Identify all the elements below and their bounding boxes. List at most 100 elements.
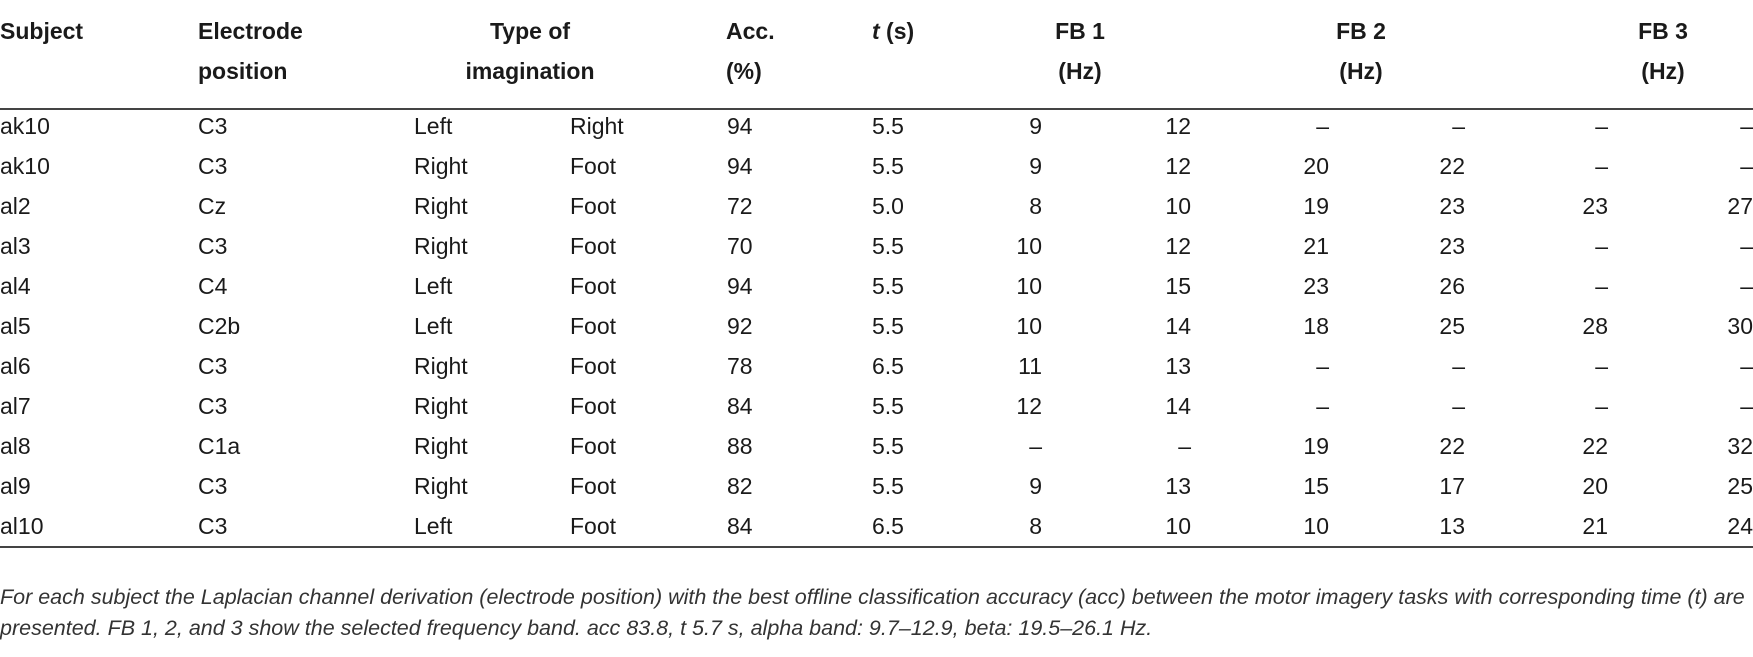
cell-acc: 94 (727, 113, 753, 139)
cell-fb3-hi: – (1740, 113, 1753, 139)
cell-fb3-lo: – (1595, 113, 1608, 139)
cell-fb2-hi: – (1452, 353, 1465, 379)
cell-fb1-hi: 10 (1165, 193, 1191, 219)
cell-fb2-hi: – (1452, 393, 1465, 419)
cell-type1: Right (414, 473, 468, 499)
cell-fb1-lo: 10 (1016, 273, 1042, 299)
cell-type2: Foot (570, 193, 617, 219)
cell-fb3-lo: 22 (1582, 433, 1608, 459)
cell-type1: Right (414, 233, 468, 259)
cell-fb1-lo: 9 (1029, 153, 1042, 179)
cell-fb2-hi: – (1452, 113, 1465, 139)
header-divider (0, 108, 1753, 110)
cell-fb1-lo: 9 (1029, 473, 1042, 499)
cell-acc: 84 (727, 393, 753, 419)
cell-acc: 72 (727, 193, 753, 219)
cell-fb3-hi: 24 (1727, 513, 1753, 539)
cell-electrode: C1a (198, 433, 241, 459)
cell-type2: Foot (570, 313, 617, 339)
header-fb2-line2: (Hz) (1339, 58, 1383, 84)
header-fb3-line1: FB 3 (1638, 18, 1688, 44)
cell-t: 5.5 (872, 233, 904, 259)
cell-fb3-lo: 28 (1582, 313, 1608, 339)
cell-type2: Foot (570, 273, 617, 299)
cell-fb2-lo: – (1316, 353, 1329, 379)
cell-t: 5.5 (872, 433, 904, 459)
header-acc-line1: Acc. (726, 18, 775, 44)
cell-fb3-hi: – (1740, 353, 1753, 379)
cell-type2: Foot (570, 153, 617, 179)
header-fb2-line1: FB 2 (1336, 18, 1386, 44)
cell-fb3-hi: 30 (1727, 313, 1753, 339)
cell-fb2-hi: 26 (1439, 273, 1465, 299)
cell-fb1-hi: 12 (1165, 153, 1191, 179)
cell-fb2-lo: 21 (1303, 233, 1329, 259)
cell-subject: al4 (0, 273, 31, 299)
cell-type2: Foot (570, 473, 617, 499)
cell-type2: Foot (570, 433, 617, 459)
cell-electrode: C3 (198, 393, 228, 419)
cell-t: 5.5 (872, 153, 904, 179)
cell-t: 6.5 (872, 353, 904, 379)
header-fb1-line1: FB 1 (1055, 18, 1105, 44)
cell-type1: Right (414, 193, 468, 219)
cell-t: 5.5 (872, 393, 904, 419)
cell-acc: 78 (727, 353, 753, 379)
cell-electrode: C3 (198, 353, 228, 379)
cell-electrode: C3 (198, 473, 228, 499)
cell-acc: 70 (727, 233, 753, 259)
cell-type2: Right (570, 113, 624, 139)
cell-acc: 84 (727, 513, 753, 539)
cell-fb3-hi: 27 (1727, 193, 1753, 219)
cell-fb1-hi: 12 (1165, 113, 1191, 139)
cell-subject: al10 (0, 513, 44, 539)
cell-fb2-hi: 25 (1439, 313, 1465, 339)
cell-subject: al7 (0, 393, 31, 419)
cell-acc: 94 (727, 153, 753, 179)
header-time: t (s) (872, 11, 914, 51)
cell-fb1-lo: 11 (1018, 353, 1042, 379)
cell-electrode: C3 (198, 233, 228, 259)
cell-fb3-lo: – (1595, 273, 1608, 299)
cell-fb2-lo: 20 (1303, 153, 1329, 179)
cell-fb3-lo: 20 (1582, 473, 1608, 499)
header-time-variable: t (872, 18, 880, 44)
cell-subject: al5 (0, 313, 31, 339)
cell-fb3-lo: – (1595, 153, 1608, 179)
cell-t: 5.5 (872, 273, 904, 299)
cell-fb1-hi: 14 (1165, 393, 1191, 419)
cell-fb3-hi: – (1740, 393, 1753, 419)
header-subject: Subject (0, 18, 84, 44)
cell-fb3-hi: – (1740, 273, 1753, 299)
cell-t: 5.5 (872, 473, 904, 499)
cell-fb2-hi: 23 (1439, 233, 1465, 259)
cell-type1: Left (414, 313, 453, 339)
cell-fb1-hi: – (1178, 433, 1191, 459)
cell-fb2-lo: 23 (1303, 273, 1329, 299)
cell-type2: Foot (570, 393, 617, 419)
cell-fb3-lo: – (1595, 233, 1608, 259)
cell-fb1-hi: 13 (1165, 353, 1191, 379)
cell-acc: 82 (727, 473, 753, 499)
cell-fb1-hi: 12 (1165, 233, 1191, 259)
cell-fb1-lo: 9 (1029, 113, 1042, 139)
cell-acc: 92 (727, 313, 753, 339)
header-fb3-line2: (Hz) (1641, 58, 1685, 84)
header-acc-line2: (%) (726, 58, 762, 84)
cell-fb3-lo: – (1595, 353, 1608, 379)
cell-fb1-hi: 14 (1165, 313, 1191, 339)
cell-fb2-lo: – (1316, 393, 1329, 419)
cell-fb1-lo: 10 (1016, 313, 1042, 339)
cell-acc: 88 (727, 433, 753, 459)
cell-type1: Left (414, 273, 453, 299)
cell-fb3-lo: 23 (1582, 193, 1608, 219)
cell-fb2-hi: 22 (1439, 433, 1465, 459)
cell-fb2-lo: 10 (1303, 513, 1329, 539)
cell-fb2-lo: 19 (1303, 433, 1329, 459)
header-fb1-line2: (Hz) (1058, 58, 1102, 84)
cell-t: 6.5 (872, 513, 904, 539)
cell-t: 5.0 (872, 193, 904, 219)
cell-fb3-hi: 25 (1727, 473, 1753, 499)
cell-subject: ak10 (0, 153, 50, 179)
cell-electrode: C2b (198, 313, 241, 339)
